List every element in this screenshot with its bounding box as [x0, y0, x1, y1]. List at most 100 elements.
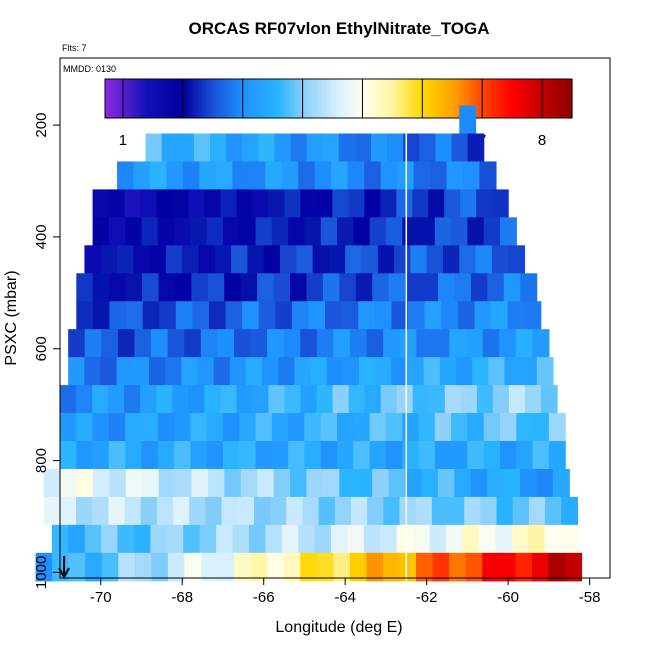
- heatmap-cell: [423, 357, 441, 386]
- heatmap-cell: [345, 245, 363, 274]
- heatmap-cell: [184, 329, 202, 358]
- colorbar-segment: [367, 79, 372, 118]
- heatmap-cell: [226, 133, 243, 163]
- colorbar-segment: [280, 79, 284, 118]
- heatmap-cell: [444, 385, 462, 414]
- heatmap-cell: [532, 441, 550, 470]
- heatmap-cell: [421, 468, 439, 498]
- colorbar-segment: [163, 79, 167, 118]
- heatmap-cell: [500, 441, 517, 470]
- heatmap-cell: [552, 468, 570, 498]
- heatmap-cell: [100, 245, 118, 274]
- colorbar-segment: [440, 79, 445, 118]
- colorbar-segment: [542, 79, 547, 118]
- heatmap-cell: [182, 245, 200, 274]
- colorbar-segment: [396, 79, 401, 118]
- heatmap-cell: [459, 105, 477, 135]
- heatmap-cell: [416, 552, 434, 582]
- heatmap-cell: [467, 217, 485, 246]
- heatmap-cell: [306, 133, 324, 163]
- heatmap-cell: [268, 385, 286, 414]
- heatmap-cell: [382, 552, 401, 582]
- heatmap-cell: [403, 133, 420, 163]
- heatmap-cell: [290, 133, 308, 163]
- heatmap-cell: [174, 441, 191, 470]
- heatmap-cell: [117, 329, 136, 358]
- heatmap-cell: [300, 189, 317, 218]
- colorbar-segment: [464, 79, 468, 118]
- heatmap-cell: [193, 133, 211, 163]
- heatmap-cell: [84, 357, 102, 386]
- heatmap-cell: [76, 301, 94, 330]
- heatmap-cell: [434, 413, 452, 442]
- heatmap-cell: [364, 161, 382, 190]
- heatmap-cell: [339, 468, 357, 498]
- colorbar-segment: [128, 79, 132, 118]
- heatmap-cell: [174, 217, 191, 246]
- heatmap-cell: [472, 357, 489, 386]
- heatmap-cell: [355, 468, 373, 498]
- colorbar-segment: [157, 79, 162, 118]
- heatmap-cell: [242, 133, 259, 163]
- y-tick-label: 200: [33, 113, 50, 138]
- heatmap-cell: [132, 357, 150, 386]
- heatmap-cell: [252, 385, 270, 414]
- heatmap-cell: [225, 301, 243, 330]
- heatmap-cell: [284, 385, 302, 414]
- heatmap-cell: [239, 217, 257, 246]
- colorbar-segment: [452, 79, 456, 118]
- colorbar-segment: [204, 79, 208, 118]
- colorbar-segment: [423, 79, 427, 118]
- colorbar-segment: [496, 79, 500, 118]
- colorbar-segment: [177, 79, 182, 118]
- heatmap-cell: [312, 245, 330, 274]
- colorbar-segment: [536, 79, 541, 118]
- heatmap-cell: [464, 496, 481, 526]
- heatmap-cell: [172, 385, 189, 414]
- heatmap-cell: [483, 217, 501, 246]
- colorbar-segment: [393, 79, 398, 118]
- heatmap-cell: [190, 413, 208, 442]
- colorbar-segment: [344, 79, 348, 118]
- heatmap-cell: [145, 133, 163, 163]
- colorbar-tick-label: 1: [119, 132, 127, 149]
- heatmap-cell: [548, 441, 566, 470]
- heatmap-cell: [140, 385, 157, 414]
- heatmap-cell: [200, 329, 218, 358]
- heatmap-cell: [350, 496, 368, 526]
- heatmap-cell: [255, 441, 273, 470]
- heatmap-cell: [174, 413, 191, 442]
- heatmap-cell: [405, 273, 423, 302]
- heatmap-cell: [35, 552, 53, 582]
- heatmap-cell: [199, 161, 217, 190]
- colorbar-segment: [332, 79, 337, 118]
- heatmap-cell: [302, 496, 320, 526]
- heatmap-cell: [304, 217, 322, 246]
- heatmap-cell: [175, 301, 194, 330]
- heatmap-cell: [528, 496, 546, 526]
- heatmap-cell: [449, 552, 467, 582]
- colorbar-segment: [242, 79, 246, 118]
- colorbar-segment: [522, 79, 526, 118]
- colorbar-segment: [548, 79, 553, 118]
- colorbar-segment: [142, 79, 147, 118]
- heatmap-cell: [504, 357, 522, 386]
- heatmap-cell: [332, 189, 349, 218]
- colorbar-segment: [531, 79, 535, 118]
- colorbar-segment: [326, 79, 331, 118]
- heatmap-cell: [470, 468, 488, 498]
- heatmap-cell: [59, 496, 77, 526]
- heatmap-cell: [252, 189, 269, 218]
- heatmap-cell: [310, 357, 328, 386]
- heatmap-cell: [76, 468, 94, 498]
- heatmap-cell: [361, 245, 379, 274]
- heatmap-cell: [380, 189, 397, 218]
- heatmap-cell: [412, 189, 429, 218]
- heatmap-cell: [92, 385, 109, 414]
- heatmap-cell: [465, 552, 483, 582]
- heatmap-cell: [286, 496, 304, 526]
- colorbar-segment: [262, 79, 267, 118]
- heatmap-cell: [503, 273, 521, 302]
- heatmap-cell: [454, 468, 472, 498]
- heatmap-cell: [232, 161, 250, 190]
